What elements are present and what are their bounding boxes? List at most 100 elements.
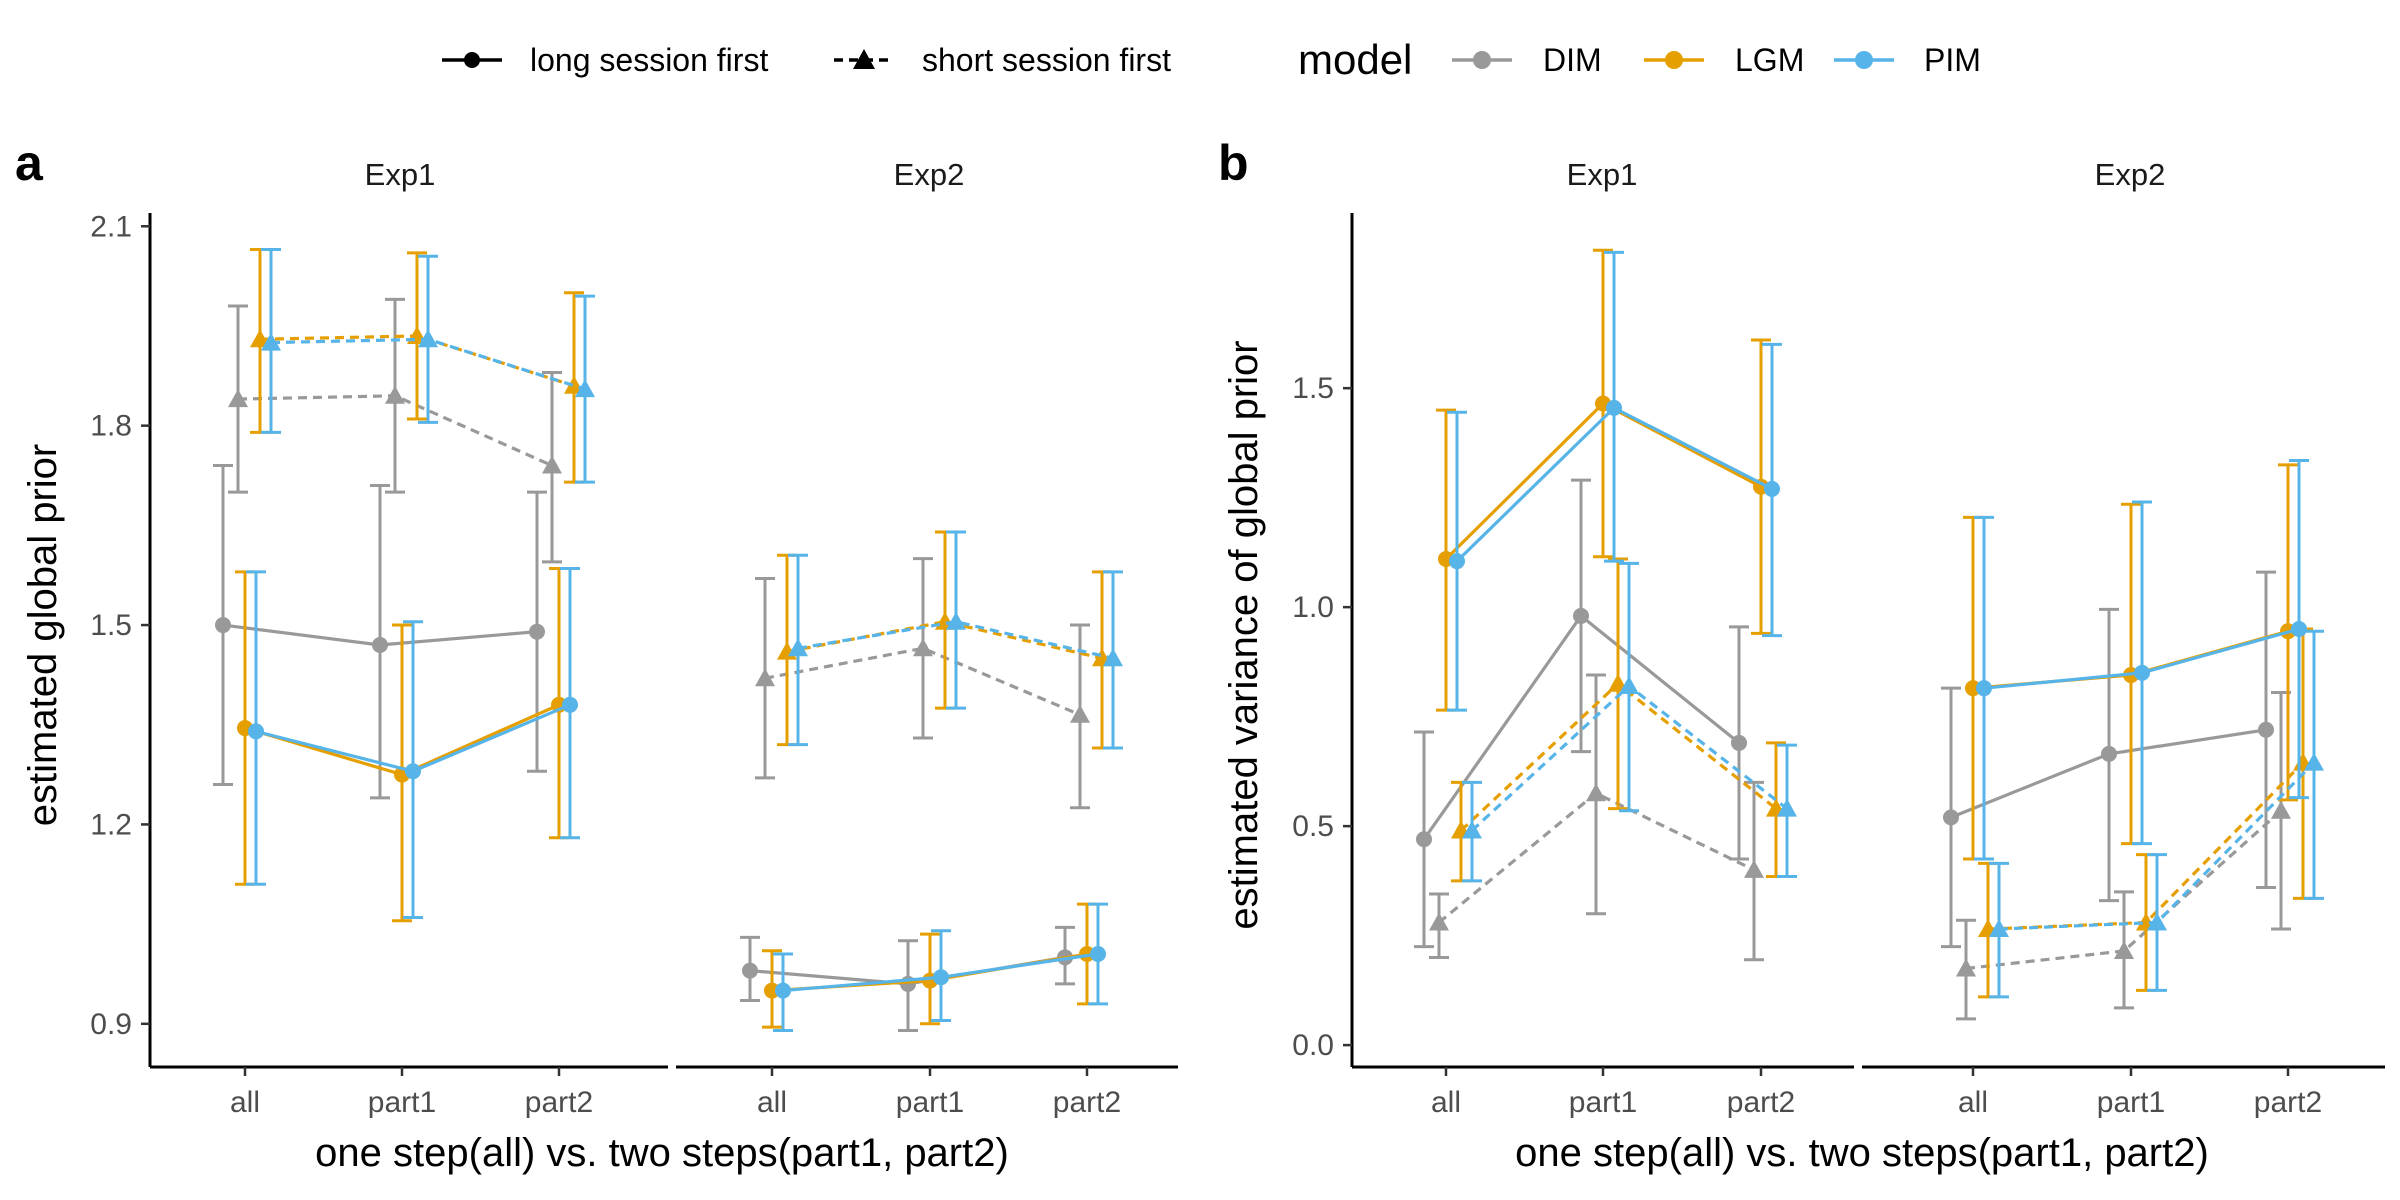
- legend-key-circle: [464, 52, 480, 68]
- panel-b-facet-exp1-x-tick-label: all: [1431, 1086, 1461, 1119]
- panel-b-facet-exp2-pim-long-point: [1976, 680, 1992, 697]
- panel-a-facet-exp2-dim-short-point: [1070, 704, 1090, 723]
- panel-b-facet-exp2-pim-long-point: [2134, 664, 2150, 681]
- legend-label-short-session: short session first: [922, 42, 1171, 78]
- panel-b-y-tick-label: 0.5: [1292, 810, 1334, 843]
- panel-a-facet-exp2-x-tick-label: all: [757, 1086, 787, 1119]
- legend-key-lgm-point: [1665, 51, 1683, 69]
- panel-a-facet-exp2-x-tick-label: part1: [896, 1086, 964, 1119]
- panel-b-label: b: [1218, 135, 1249, 191]
- panel-b-facet-exp1-pim-long-point: [1449, 553, 1465, 570]
- panel-a-y-tick-label: 0.9: [90, 1008, 132, 1041]
- panel-a-facet-exp1-dim-short-point: [228, 389, 248, 408]
- legend: long session first short session first m…: [442, 36, 1981, 83]
- panel-b-facet-exp2-dim-short-point: [1956, 958, 1976, 977]
- panel-a-facet-exp2-strip-title: Exp2: [894, 157, 965, 192]
- panel-b-facet-exp1-dim-short-point: [1429, 912, 1449, 931]
- panel-a-facet-exp2-dim-long-point: [742, 962, 758, 979]
- panel-a-facet-exp2-pim-short-point: [946, 611, 966, 630]
- panel-b-facet-exp2-dim-long-point: [2258, 721, 2274, 738]
- panel-b-y-tick-label: 1.0: [1292, 591, 1334, 624]
- panel-a-y-tick-label: 1.5: [90, 609, 132, 642]
- panel-a-facet-exp1-dim-short-point: [542, 455, 562, 474]
- panel-a-y-tick-label: 1.8: [90, 410, 132, 443]
- panel-b-facet-exp1-pim-short-point: [1619, 675, 1639, 694]
- panel-a-facet-exp1-pim-short-point: [418, 329, 438, 348]
- panel-a-y-tick-label: 2.1: [90, 210, 132, 243]
- panel-b-plot-area: 0.0 0.5 1.0 1.5 Exp1 all part1 part2 Exp2 all part…: [1292, 157, 2385, 1119]
- panel-b-facet-exp1-pim-short-point: [1462, 820, 1482, 839]
- panel-b-facet-exp2-x-tick-label: part1: [2097, 1086, 2165, 1119]
- legend-key-triangle: [853, 49, 875, 69]
- panel-a-facet-exp2-dim-short-point: [755, 668, 775, 687]
- panel-a-facet-exp1-x-tick-label: part1: [368, 1086, 436, 1119]
- panel-a-facet-exp2-x-tick-label: part2: [1053, 1086, 1121, 1119]
- panel-b-facet-exp2-x-tick-label: all: [1958, 1086, 1988, 1119]
- panel-a-facet-exp1-x-tick-label: all: [230, 1086, 260, 1119]
- legend-label-dim: DIM: [1543, 42, 1602, 78]
- panel-a-y-axis-title: estimated global prior: [21, 444, 65, 826]
- panel-b-x-axis-title: one step(all) vs. two steps(part1, part2…: [1515, 1131, 2209, 1175]
- legend-label-pim: PIM: [1924, 42, 1981, 78]
- panel-a-facet-exp2-lgm-short-line: [786, 620, 1103, 660]
- panel-b-facet-exp1-pim-short-point: [1777, 798, 1797, 817]
- panel-b-facet-exp2-dim-short-point: [2114, 940, 2134, 959]
- panel-a-facet-exp2-pim-long-point: [1090, 946, 1106, 963]
- legend-item-pim: PIM: [1834, 42, 1981, 78]
- panel-b-facet-exp2-lgm-long-point: [1965, 680, 1981, 697]
- panel-a-label: a: [15, 135, 44, 191]
- panel-b-facet-exp2-strip-title: Exp2: [2095, 157, 2166, 192]
- panel-a-facet-exp2-lgm-long-point: [1079, 946, 1095, 963]
- panel-b-facet-exp2-dim-long-point: [1943, 809, 1959, 826]
- panel-a-facet-exp1-dim-long-point: [372, 636, 388, 653]
- panel-a-facet-exp1-pim-short-point: [261, 332, 281, 351]
- panel-b-facet-exp2-pim-short-point: [2304, 752, 2324, 771]
- panel-b-facet-exp1-dim-long-point: [1573, 607, 1589, 624]
- legend-item-long-session: long session first: [442, 42, 768, 78]
- panel-a-facet-exp1-pim-long-point: [248, 723, 264, 740]
- panel-b: b estimated variance of global prior one…: [1218, 135, 2385, 1175]
- panel-a-y-tick-label: 1.2: [90, 808, 132, 841]
- panel-a-facet-exp2-pim-short-point: [788, 638, 808, 657]
- panel-b-facet-exp2-pim-long-point: [2291, 621, 2307, 638]
- panel-b-y-tick-label: 1.5: [1292, 372, 1334, 405]
- panel-a-facet-exp1-dim-long-point: [529, 623, 545, 640]
- panel-a-facet-exp1-lgm-short-point: [564, 375, 584, 394]
- panel-a-facet-exp1-pim-long-point: [562, 696, 578, 713]
- panel-b-facet-exp2-dim-short-point: [2271, 800, 2291, 819]
- legend-item-lgm: LGM: [1644, 42, 1804, 78]
- panel-a-facet-exp1-dim-short-point: [385, 385, 405, 404]
- panel-b-facet-exp1-dim-short-point: [1586, 783, 1606, 802]
- panel-b-facet-exp1-dim-long-point: [1416, 831, 1432, 848]
- panel-b-y-axis-title: estimated variance of global prior: [1222, 340, 1266, 929]
- panel-a: a estimated global prior one step(all) v…: [15, 135, 1178, 1175]
- legend-label-long-session: long session first: [530, 42, 768, 78]
- panel-b-facet-exp2-pim-short-point: [1989, 919, 2009, 938]
- panel-b-facet-exp1-dim-long-point: [1731, 734, 1747, 751]
- legend-key-dim-point: [1473, 51, 1491, 69]
- legend-label-lgm: LGM: [1735, 42, 1804, 78]
- panel-b-facet-exp1-pim-long-point: [1764, 480, 1780, 497]
- panel-b-facet-exp1-x-tick-label: part1: [1569, 1086, 1637, 1119]
- legend-key-pim-point: [1855, 51, 1873, 69]
- panel-a-facet-exp1-dim-long-point: [215, 617, 231, 634]
- panel-a-facet-exp2-dim-short-line: [764, 646, 1081, 717]
- panel-b-facet-exp1-strip-title: Exp1: [1567, 157, 1638, 192]
- panel-b-facet-exp2-dim-long-point: [2101, 745, 2117, 762]
- panel-a-x-axis-title: one step(all) vs. two steps(part1, part2…: [315, 1131, 1009, 1175]
- panel-a-facet-exp1-x-tick-label: part2: [525, 1086, 593, 1119]
- panel-b-facet-exp2-pim-short-point: [2147, 912, 2167, 931]
- panel-b-facet-exp1-pim-long-point: [1606, 399, 1622, 416]
- panel-a-facet-exp1-strip-title: Exp1: [365, 157, 436, 192]
- panel-b-facet-exp1-x-tick-label: part2: [1727, 1086, 1795, 1119]
- panel-a-facet-exp2-pim-short-point: [1103, 648, 1123, 667]
- panel-a-facet-exp2-dim-short-point: [913, 638, 933, 657]
- panel-a-facet-exp2-lgm-long-point: [764, 982, 780, 999]
- panel-a-facet-exp2-pim-long-point: [933, 969, 949, 986]
- panel-a-facet-exp2-pim-short-line: [797, 620, 1114, 660]
- panel-b-y-tick-label: 0.0: [1292, 1029, 1334, 1062]
- panel-b-facet-exp1-dim-short-point: [1744, 859, 1764, 878]
- panel-a-facet-exp2-pim-long-point: [775, 982, 791, 999]
- panel-a-facet-exp1-pim-short-point: [575, 379, 595, 398]
- panel-a-facet-exp1-pim-long-point: [405, 763, 421, 780]
